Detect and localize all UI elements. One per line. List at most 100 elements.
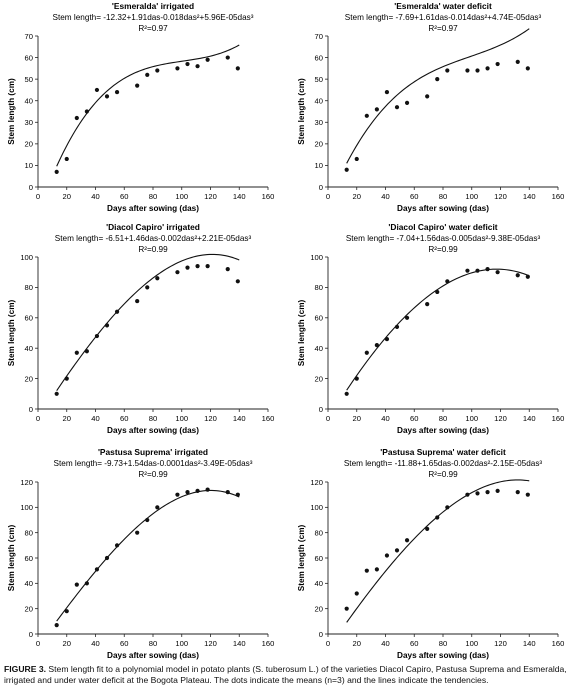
y-tick-label: 70 xyxy=(25,32,33,41)
x-tick-label: 20 xyxy=(353,414,361,423)
data-point xyxy=(445,68,450,73)
data-point xyxy=(425,94,430,99)
data-point xyxy=(445,279,450,284)
data-point xyxy=(64,376,69,381)
x-tick-label: 100 xyxy=(465,639,478,648)
data-point xyxy=(465,68,470,73)
trend-line xyxy=(346,268,530,391)
data-point xyxy=(135,530,140,535)
data-point xyxy=(225,55,230,60)
chart-r2: R²=0.99 xyxy=(138,470,168,479)
data-point xyxy=(225,267,230,272)
y-tick-label: 100 xyxy=(310,253,323,262)
y-tick-label: 70 xyxy=(315,32,323,41)
data-point xyxy=(94,333,100,339)
data-point xyxy=(384,336,390,342)
y-tick-label: 40 xyxy=(315,97,323,106)
data-point xyxy=(104,94,110,99)
data-point xyxy=(205,487,210,492)
data-point xyxy=(394,548,400,553)
y-axis-label: Stem length (cm) xyxy=(7,525,16,592)
x-axis-label: Days after sowing (das) xyxy=(397,426,489,435)
chart-equation: Stem length= -7.04+1.56das-0.005das²-9.3… xyxy=(346,234,541,243)
data-point xyxy=(54,391,59,396)
y-tick-label: 30 xyxy=(315,118,323,127)
data-point xyxy=(74,115,79,121)
y-tick-label: 20 xyxy=(25,374,33,383)
x-tick-label: 120 xyxy=(494,639,507,648)
y-tick-label: 100 xyxy=(310,503,323,512)
data-point xyxy=(64,609,69,614)
data-point xyxy=(185,61,190,67)
data-point xyxy=(155,68,160,73)
data-point xyxy=(155,276,160,281)
y-tick-label: 40 xyxy=(25,579,33,588)
y-tick-label: 60 xyxy=(315,53,323,62)
data-point xyxy=(364,568,369,573)
data-point xyxy=(175,492,180,497)
data-point xyxy=(495,270,500,275)
data-point xyxy=(235,492,240,497)
x-tick-label: 20 xyxy=(63,639,71,648)
chart-title: 'Diacol Capiro' irrigated xyxy=(106,222,200,232)
x-tick-label: 40 xyxy=(91,414,99,423)
data-point xyxy=(354,156,359,162)
data-point xyxy=(195,488,200,493)
figure-caption: FIGURE 3. Stem length fit to a polynomia… xyxy=(4,664,574,686)
chart-panel-5: 'Pastusa Suprema' irrigated Stem length= … xyxy=(7,447,274,660)
y-tick-label: 10 xyxy=(25,161,33,170)
data-point xyxy=(225,490,230,495)
trend-line xyxy=(56,253,240,391)
x-tick-label: 80 xyxy=(439,414,447,423)
data-point xyxy=(404,315,410,320)
y-tick-label: 0 xyxy=(29,630,33,639)
y-axis-label: Stem length (cm) xyxy=(297,525,306,592)
x-tick-label: 40 xyxy=(91,192,99,201)
data-point xyxy=(84,581,89,586)
chart-title: 'Esmeralda' water deficit xyxy=(394,1,492,11)
data-point xyxy=(384,89,390,95)
data-point xyxy=(104,323,110,328)
y-tick-label: 60 xyxy=(25,53,33,62)
trend-line xyxy=(346,28,530,164)
x-tick-label: 0 xyxy=(326,639,330,648)
data-point xyxy=(394,324,400,330)
data-point xyxy=(135,298,140,304)
x-tick-label: 160 xyxy=(262,414,275,423)
chart-equation: Stem length= -6.51+1.46das-0.002das²+2.2… xyxy=(55,234,252,243)
y-tick-label: 20 xyxy=(25,140,33,149)
x-tick-label: 80 xyxy=(149,192,157,201)
data-point xyxy=(354,376,359,381)
x-axis-label: Days after sowing (das) xyxy=(107,204,199,213)
data-point xyxy=(364,350,369,355)
y-tick-label: 10 xyxy=(315,161,323,170)
data-point xyxy=(104,555,110,561)
x-tick-label: 140 xyxy=(523,639,536,648)
x-tick-label: 20 xyxy=(63,192,71,201)
x-tick-label: 120 xyxy=(204,639,217,648)
y-tick-label: 0 xyxy=(319,183,323,192)
y-tick-label: 40 xyxy=(25,97,33,106)
data-point xyxy=(235,279,240,284)
data-point xyxy=(175,66,180,71)
y-tick-label: 100 xyxy=(20,503,33,512)
data-point xyxy=(515,59,520,64)
y-tick-label: 20 xyxy=(315,140,323,149)
y-tick-label: 50 xyxy=(315,75,323,84)
x-tick-label: 160 xyxy=(552,639,565,648)
x-tick-label: 60 xyxy=(410,414,418,423)
x-axis-label: Days after sowing (das) xyxy=(107,426,199,435)
data-point xyxy=(364,113,369,118)
data-point xyxy=(404,100,410,105)
chart-panel-1: 'Esmeralda' irrigated Stem length= -12.32… xyxy=(7,1,274,213)
y-tick-label: 20 xyxy=(315,374,323,383)
data-point xyxy=(114,543,120,548)
y-tick-label: 120 xyxy=(310,478,323,487)
data-point xyxy=(84,109,89,114)
y-tick-label: 20 xyxy=(315,604,323,613)
x-tick-label: 60 xyxy=(120,192,128,201)
data-point xyxy=(465,268,470,273)
y-tick-label: 60 xyxy=(315,554,323,563)
y-tick-label: 40 xyxy=(315,579,323,588)
data-point xyxy=(54,169,59,174)
